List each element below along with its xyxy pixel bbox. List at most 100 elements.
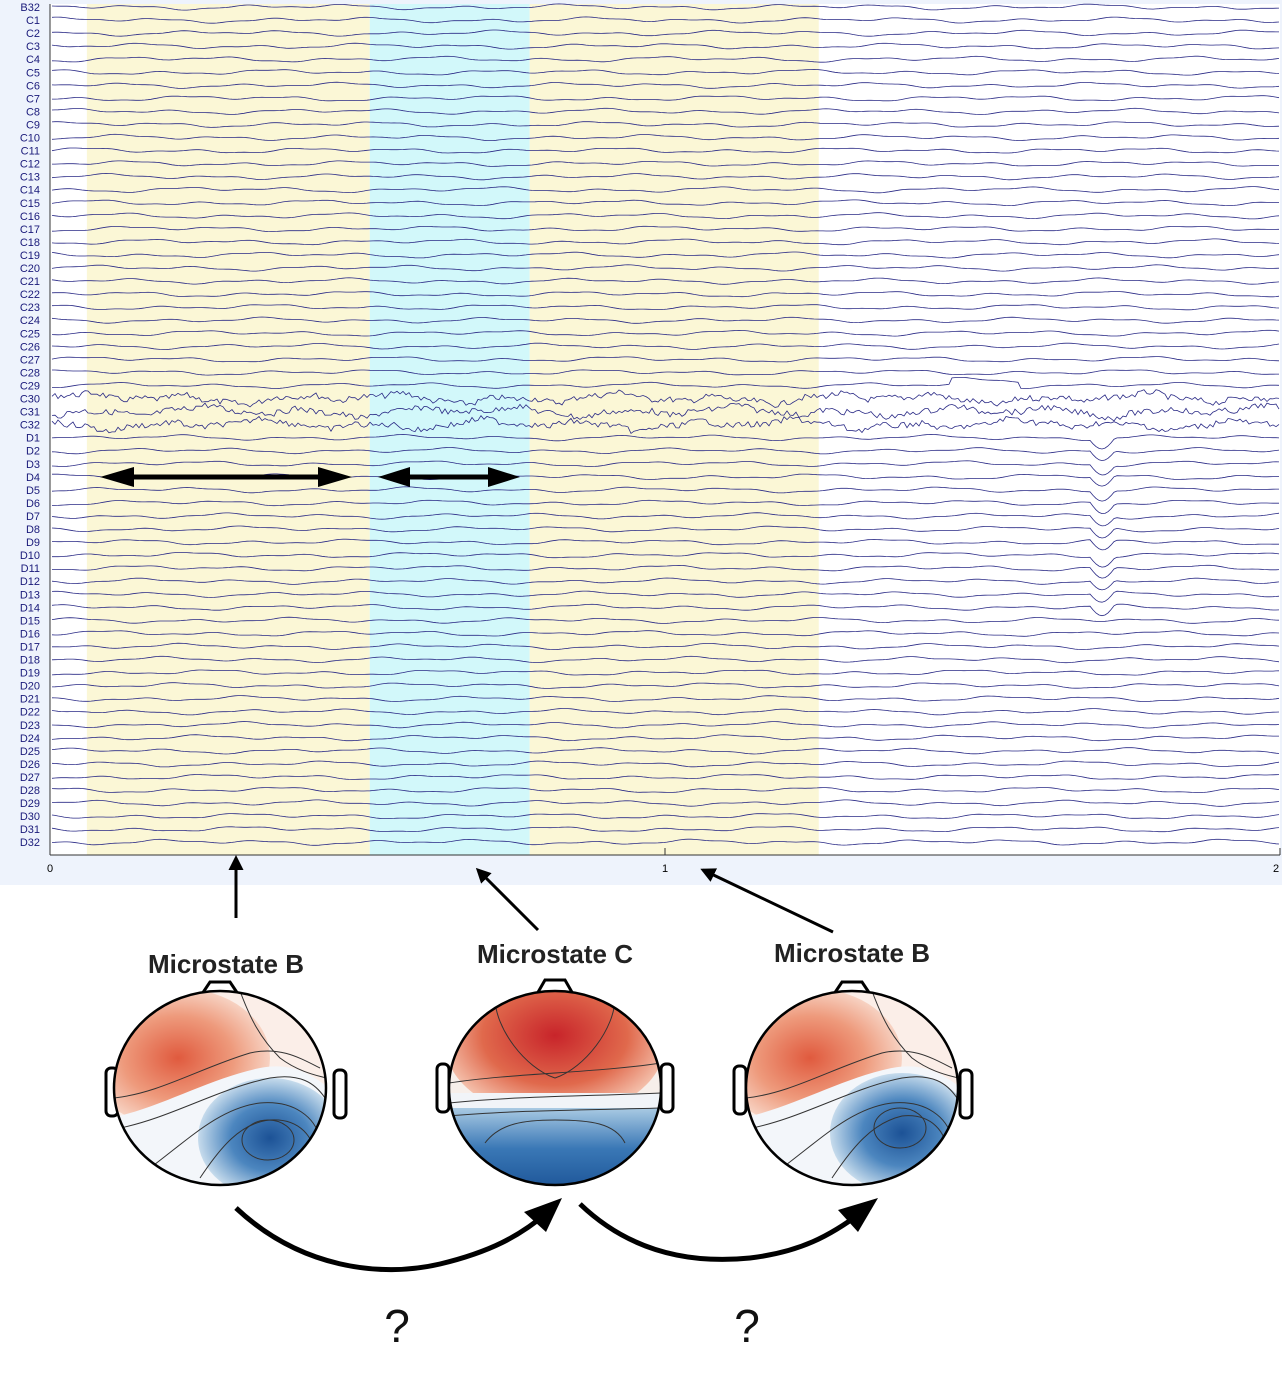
eeg-trace: [51, 377, 1280, 389]
channel-label: D11: [21, 563, 40, 575]
eeg-trace: [51, 186, 1280, 194]
eeg-trace: [52, 564, 1280, 579]
eeg-trace: [51, 734, 1279, 742]
channel-label: D13: [20, 589, 40, 601]
eeg-trace: [51, 538, 1279, 551]
eeg-trace: [51, 787, 1280, 793]
pointer-arrow-2: [475, 867, 540, 932]
segment-microstate-b-1: [86, 4, 370, 855]
channel-label: D1: [26, 433, 40, 445]
eeg-trace: [51, 682, 1280, 689]
eeg-trace: [51, 199, 1279, 207]
segment-microstate-b-3: [529, 4, 819, 855]
eeg-trace: [51, 81, 1280, 89]
head-left-ear: [732, 1064, 748, 1116]
channel-label: C28: [20, 367, 40, 379]
eeg-trace: [51, 499, 1279, 515]
channel-label: D22: [20, 707, 40, 719]
eeg-trace: [52, 95, 1280, 102]
eeg-trace: [51, 389, 1280, 408]
channel-label: C10: [20, 133, 40, 145]
channel-label: D27: [20, 772, 40, 784]
microstate-title-1: Microstate B: [148, 949, 304, 979]
eeg-trace: [51, 356, 1280, 363]
channel-label: C18: [20, 237, 40, 249]
microstate-title-2: Microstate C: [477, 939, 633, 969]
eeg-trace: [51, 433, 1280, 450]
topomap-microstate-b-1: [104, 980, 348, 1187]
channel-label: C31: [20, 407, 40, 419]
eeg-trace: [51, 3, 1280, 11]
channel-label: C6: [26, 80, 40, 92]
channel-label: D21: [20, 694, 40, 706]
eeg-trace: [51, 708, 1280, 716]
channel-label: C11: [21, 146, 40, 158]
x-tick-label: 2: [1273, 863, 1279, 875]
channel-label: D12: [20, 576, 40, 588]
eeg-traces: [51, 3, 1280, 846]
eeg-trace: [51, 42, 1280, 50]
channel-label: C14: [20, 185, 40, 197]
eeg-trace: [51, 826, 1280, 833]
channel-label: C20: [20, 263, 40, 275]
eeg-trace: [51, 264, 1280, 272]
head-nose: [832, 980, 872, 995]
channel-label: C5: [26, 67, 40, 79]
channel-label: C17: [20, 224, 40, 236]
transition-label-2: ?: [734, 1300, 760, 1352]
eeg-trace: [51, 329, 1280, 337]
channel-label: D9: [26, 537, 40, 549]
eeg-trace: [51, 512, 1280, 527]
eeg-trace: [51, 669, 1280, 676]
head-right-ear: [332, 1068, 348, 1120]
eeg-trace: [51, 107, 1280, 115]
channel-label: D25: [20, 746, 40, 758]
channel-label: D7: [26, 511, 40, 523]
eeg-trace: [51, 616, 1280, 624]
channel-label: D23: [20, 720, 40, 732]
eeg-trace: [51, 695, 1280, 702]
eeg-trace: [51, 799, 1280, 807]
channel-label: D29: [20, 798, 40, 810]
channel-label: C23: [20, 302, 40, 314]
channel-label: C7: [26, 93, 40, 105]
head-left-ear: [435, 1062, 451, 1114]
eeg-trace: [51, 238, 1280, 246]
transition-label-1: ?: [384, 1300, 410, 1352]
x-tick-label: 1: [662, 863, 668, 875]
channel-label: D18: [20, 655, 40, 667]
eeg-trace: [51, 55, 1280, 63]
eeg-trace: [51, 172, 1280, 181]
duration-arrow-b: [100, 467, 352, 487]
topomap-microstate-c: [435, 978, 675, 1187]
eeg-trace: [51, 577, 1280, 591]
channel-label: D5: [26, 485, 40, 497]
eeg-trace: [51, 630, 1280, 637]
eeg-trace: [51, 251, 1280, 259]
eeg-trace: [51, 212, 1280, 220]
x-axis-ticks: 0 1 2: [47, 848, 1281, 875]
eeg-trace: [51, 760, 1280, 768]
eeg-trace: [52, 642, 1280, 650]
channel-label: D6: [26, 498, 40, 510]
channel-label: D19: [20, 668, 40, 680]
eeg-trace: [51, 774, 1280, 780]
channel-label: C12: [20, 159, 40, 171]
channel-label: D20: [20, 681, 40, 693]
eeg-trace: [51, 590, 1280, 603]
channel-label: D28: [20, 785, 40, 797]
channel-label: B32: [20, 2, 40, 14]
channel-label: C22: [20, 289, 40, 301]
microstate-title-3: Microstate B: [774, 938, 930, 968]
eeg-trace: [51, 225, 1280, 233]
eeg-trace: [52, 160, 1280, 167]
head-nose: [200, 980, 240, 995]
channel-label: D10: [20, 550, 40, 562]
channel-label: C9: [26, 119, 40, 131]
channel-label: C27: [20, 354, 40, 366]
channel-label: D16: [20, 628, 40, 640]
duration-arrow-c: [378, 467, 520, 487]
channel-label: D32: [20, 837, 40, 849]
channel-label: D15: [20, 615, 40, 627]
